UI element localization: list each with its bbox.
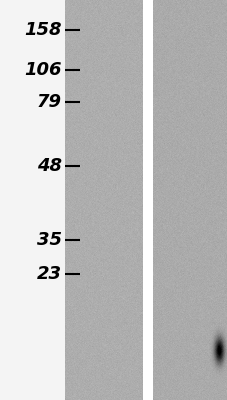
Text: 48: 48 bbox=[37, 157, 62, 175]
Text: 106: 106 bbox=[24, 61, 62, 79]
Text: 35: 35 bbox=[37, 231, 62, 249]
Text: 79: 79 bbox=[37, 93, 62, 111]
Text: 23: 23 bbox=[37, 265, 62, 283]
Text: 158: 158 bbox=[24, 21, 62, 39]
